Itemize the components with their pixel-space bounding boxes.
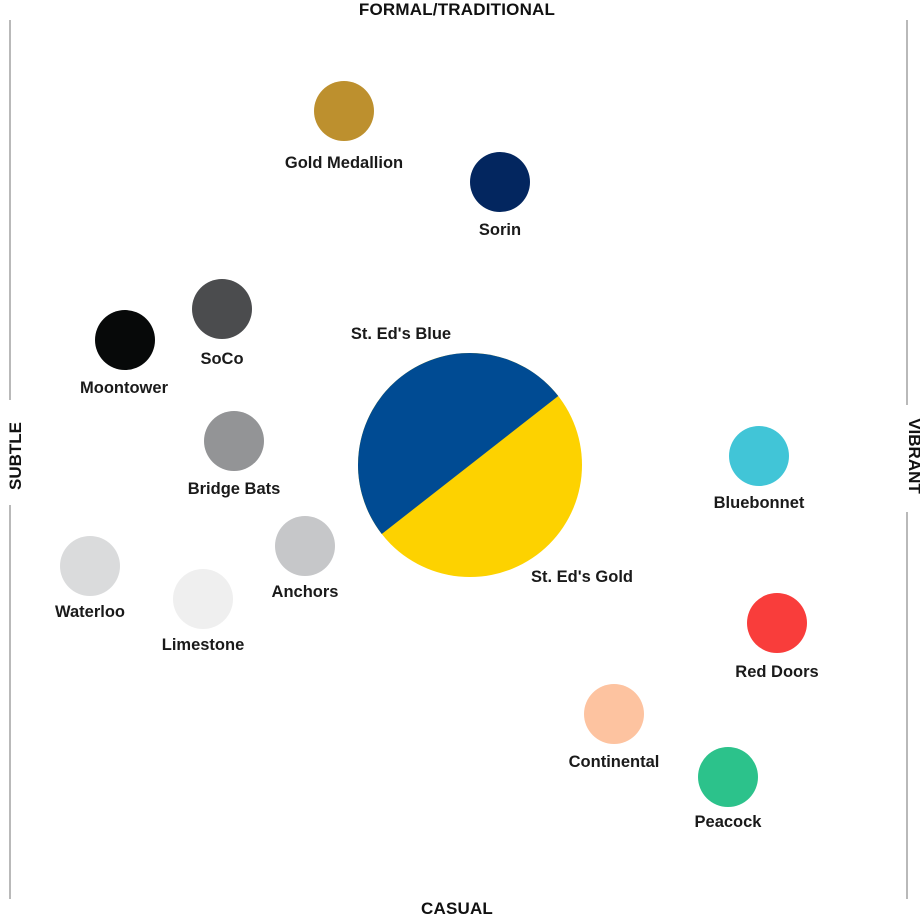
bluebonnet-label: Bluebonnet — [713, 494, 805, 512]
anchors-swatch — [275, 516, 335, 576]
axis-label-formal: FORMAL/TRADITIONAL — [0, 0, 914, 20]
sorin-swatch — [470, 152, 530, 212]
continental-label: Continental — [568, 753, 660, 771]
st-eds-gold-label: St. Ed's Gold — [530, 568, 634, 586]
red-doors-swatch — [747, 593, 807, 653]
soco-swatch — [192, 279, 252, 339]
st-eds-blue-half — [358, 353, 559, 534]
gold-medallion-label: Gold Medallion — [284, 154, 404, 172]
red-doors-label: Red Doors — [735, 663, 819, 681]
bridge-bats-label: Bridge Bats — [187, 480, 281, 498]
bridge-bats-swatch — [204, 411, 264, 471]
st-eds-split-circle — [358, 353, 582, 577]
peacock-label: Peacock — [694, 813, 762, 831]
axis-label-casual: CASUAL — [0, 899, 914, 919]
axis-label-subtle: SUBTLE — [6, 414, 26, 498]
soco-label: SoCo — [200, 350, 244, 368]
waterloo-label: Waterloo — [55, 603, 125, 621]
gold-medallion-swatch — [314, 81, 374, 141]
waterloo-swatch — [60, 536, 120, 596]
limestone-swatch — [173, 569, 233, 629]
limestone-label: Limestone — [161, 636, 245, 654]
peacock-swatch — [698, 747, 758, 807]
continental-swatch — [584, 684, 644, 744]
anchors-label: Anchors — [271, 583, 339, 601]
moontower-swatch — [95, 310, 155, 370]
moontower-label: Moontower — [80, 379, 168, 397]
bluebonnet-swatch — [729, 426, 789, 486]
sorin-label: Sorin — [478, 221, 522, 239]
axis-label-vibrant: VIBRANT — [903, 410, 920, 502]
st-eds-blue-label: St. Ed's Blue — [350, 325, 452, 343]
